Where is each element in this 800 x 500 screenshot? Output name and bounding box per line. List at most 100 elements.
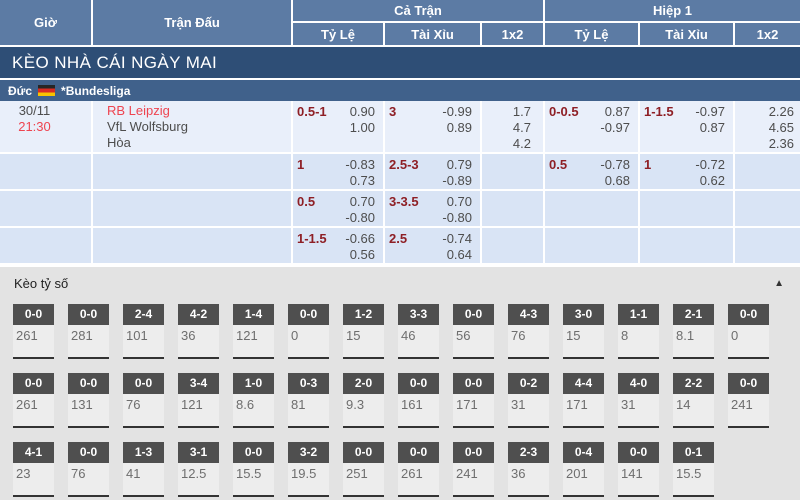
score-box[interactable]: 0-4 201 (563, 442, 604, 497)
score-box[interactable]: 0-0 0 (728, 304, 769, 359)
correct-score-header[interactable]: Kèo tỷ số ▲ (0, 267, 800, 299)
league-country: Đức (8, 83, 33, 98)
score-box[interactable]: 3-0 15 (563, 304, 604, 359)
score-box[interactable]: 0-0 15.5 (233, 442, 274, 497)
handicap-value: 0-0.5 (549, 104, 579, 119)
score-box[interactable]: 0-0 261 (13, 304, 54, 359)
score-label: 0-0 (728, 373, 769, 394)
score-label: 4-2 (178, 304, 219, 325)
score-box[interactable]: 4-3 76 (508, 304, 549, 359)
score-box[interactable]: 4-1 23 (13, 442, 54, 497)
score-label: 3-3 (398, 304, 439, 325)
h1-handicap-cell[interactable]: 0.5 -0.78 0.68 (545, 154, 640, 191)
odds-table-header: Giờ Trận Đấu Cả Trận Hiệp 1 Tỷ Lệ Tài Xỉ… (0, 0, 800, 47)
score-box[interactable]: 1-3 41 (123, 442, 164, 497)
score-box[interactable]: 3-4 121 (178, 373, 219, 428)
odds-value: 0.79 (446, 157, 472, 172)
score-box[interactable]: 0-0 261 (13, 373, 54, 428)
score-box[interactable]: 3-2 19.5 (288, 442, 329, 497)
h1-over-under-cell[interactable]: 1-1.5 -0.97 0.87 (640, 101, 735, 154)
odds-value: 0.73 (349, 173, 375, 188)
odds-row: 30/11 21:30 RB Leipzig VfL Wolfsburg Hòa… (0, 101, 800, 154)
score-box[interactable]: 0-1 15.5 (673, 442, 714, 497)
score-label: 0-2 (508, 373, 549, 394)
score-box[interactable]: 4-4 171 (563, 373, 604, 428)
league-row[interactable]: Đức *Bundesliga (0, 80, 800, 101)
odds-value: 0.89 (446, 120, 472, 135)
col-header-h1-1x2: 1x2 (735, 23, 800, 47)
score-box[interactable]: 0-0 141 (618, 442, 659, 497)
collapse-triangle-icon[interactable]: ▲ (774, 277, 784, 289)
score-odds-value: 46 (398, 325, 439, 359)
score-odds-value: 14 (673, 394, 714, 428)
odds-table-body: 30/11 21:30 RB Leipzig VfL Wolfsburg Hòa… (0, 101, 800, 265)
score-box[interactable]: 3-1 12.5 (178, 442, 219, 497)
ft-handicap-cell[interactable]: 0.5-1 0.90 1.00 (293, 101, 385, 154)
score-box[interactable]: 0-2 31 (508, 373, 549, 428)
score-box[interactable]: 2-0 9.3 (343, 373, 384, 428)
score-box[interactable]: 0-3 81 (288, 373, 329, 428)
score-box[interactable]: 2-3 36 (508, 442, 549, 497)
score-box[interactable]: 0-0 76 (68, 442, 109, 497)
ft-handicap-cell[interactable]: 0.5 0.70 -0.80 (293, 191, 385, 228)
col-header-h1-over-under: Tài Xỉu (640, 23, 735, 47)
correct-score-section: Kèo tỷ số ▲ 0-0 261 0-0 281 2-4 101 4-2 … (0, 265, 800, 500)
h1-handicap-cell[interactable]: 0-0.5 0.87 -0.97 (545, 101, 640, 154)
home-team: RB Leipzig (107, 103, 170, 118)
teams-cell (93, 228, 293, 265)
germany-flag-icon (38, 85, 56, 96)
score-box[interactable]: 0-0 76 (123, 373, 164, 428)
score-box[interactable]: 4-2 36 (178, 304, 219, 359)
ft-over-under-cell[interactable]: 2.5 -0.74 0.64 (385, 228, 482, 265)
score-box[interactable]: 1-1 8 (618, 304, 659, 359)
score-box[interactable]: 4-0 31 (618, 373, 659, 428)
ft-1x2-cell (482, 191, 545, 228)
score-box[interactable]: 0-0 0 (288, 304, 329, 359)
score-box[interactable]: 2-1 8.1 (673, 304, 714, 359)
odds-value: 4.65 (768, 120, 794, 135)
score-label: 1-1 (618, 304, 659, 325)
score-label: 3-1 (178, 442, 219, 463)
score-label: 4-0 (618, 373, 659, 394)
score-box[interactable]: 1-4 121 (233, 304, 274, 359)
score-row: 4-1 23 0-0 76 1-3 41 3-1 12.5 0-0 15.5 3… (13, 442, 800, 497)
ft-handicap-cell[interactable]: 1 -0.83 0.73 (293, 154, 385, 191)
score-label: 0-0 (13, 373, 54, 394)
score-odds-value: 121 (178, 394, 219, 428)
score-box[interactable]: 0-0 281 (68, 304, 109, 359)
score-box[interactable]: 0-0 261 (398, 442, 439, 497)
score-odds-value: 8.6 (233, 394, 274, 428)
score-odds-value: 36 (508, 463, 549, 497)
ft-handicap-cell[interactable]: 1-1.5 -0.66 0.56 (293, 228, 385, 265)
draw-label: Hòa (107, 135, 131, 150)
score-box[interactable]: 0-0 161 (398, 373, 439, 428)
score-odds-value: 261 (13, 394, 54, 428)
score-box[interactable]: 2-4 101 (123, 304, 164, 359)
ft-over-under-cell[interactable]: 2.5-3 0.79 -0.89 (385, 154, 482, 191)
score-odds-value: 161 (398, 394, 439, 428)
ft-over-under-cell[interactable]: 3 -0.99 0.89 (385, 101, 482, 154)
ft-over-under-cell[interactable]: 3-3.5 0.70 -0.80 (385, 191, 482, 228)
score-label: 0-0 (728, 304, 769, 325)
score-box[interactable]: 3-3 46 (398, 304, 439, 359)
score-box[interactable]: 2-2 14 (673, 373, 714, 428)
ft-1x2-cell[interactable]: 1.7 4.7 4.2 (482, 101, 545, 154)
league-name: *Bundesliga (61, 83, 131, 98)
time-cell (0, 228, 93, 265)
h1-over-under-cell[interactable]: 1 -0.72 0.62 (640, 154, 735, 191)
odds-value: 0.87 (604, 104, 630, 119)
score-box[interactable]: 1-0 8.6 (233, 373, 274, 428)
score-box[interactable]: 1-2 15 (343, 304, 384, 359)
score-box[interactable]: 0-0 241 (453, 442, 494, 497)
score-box[interactable]: 0-0 241 (728, 373, 769, 428)
score-label: 0-0 (68, 373, 109, 394)
score-odds-value: 41 (123, 463, 164, 497)
score-box[interactable]: 0-0 171 (453, 373, 494, 428)
odds-value: 4.2 (512, 136, 531, 151)
h1-1x2-cell[interactable]: 2.26 4.65 2.36 (735, 101, 800, 154)
score-box[interactable]: 0-0 131 (68, 373, 109, 428)
score-box[interactable]: 0-0 56 (453, 304, 494, 359)
score-box[interactable]: 0-0 251 (343, 442, 384, 497)
score-odds-value: 251 (343, 463, 384, 497)
odds-value: -0.74 (442, 231, 472, 246)
